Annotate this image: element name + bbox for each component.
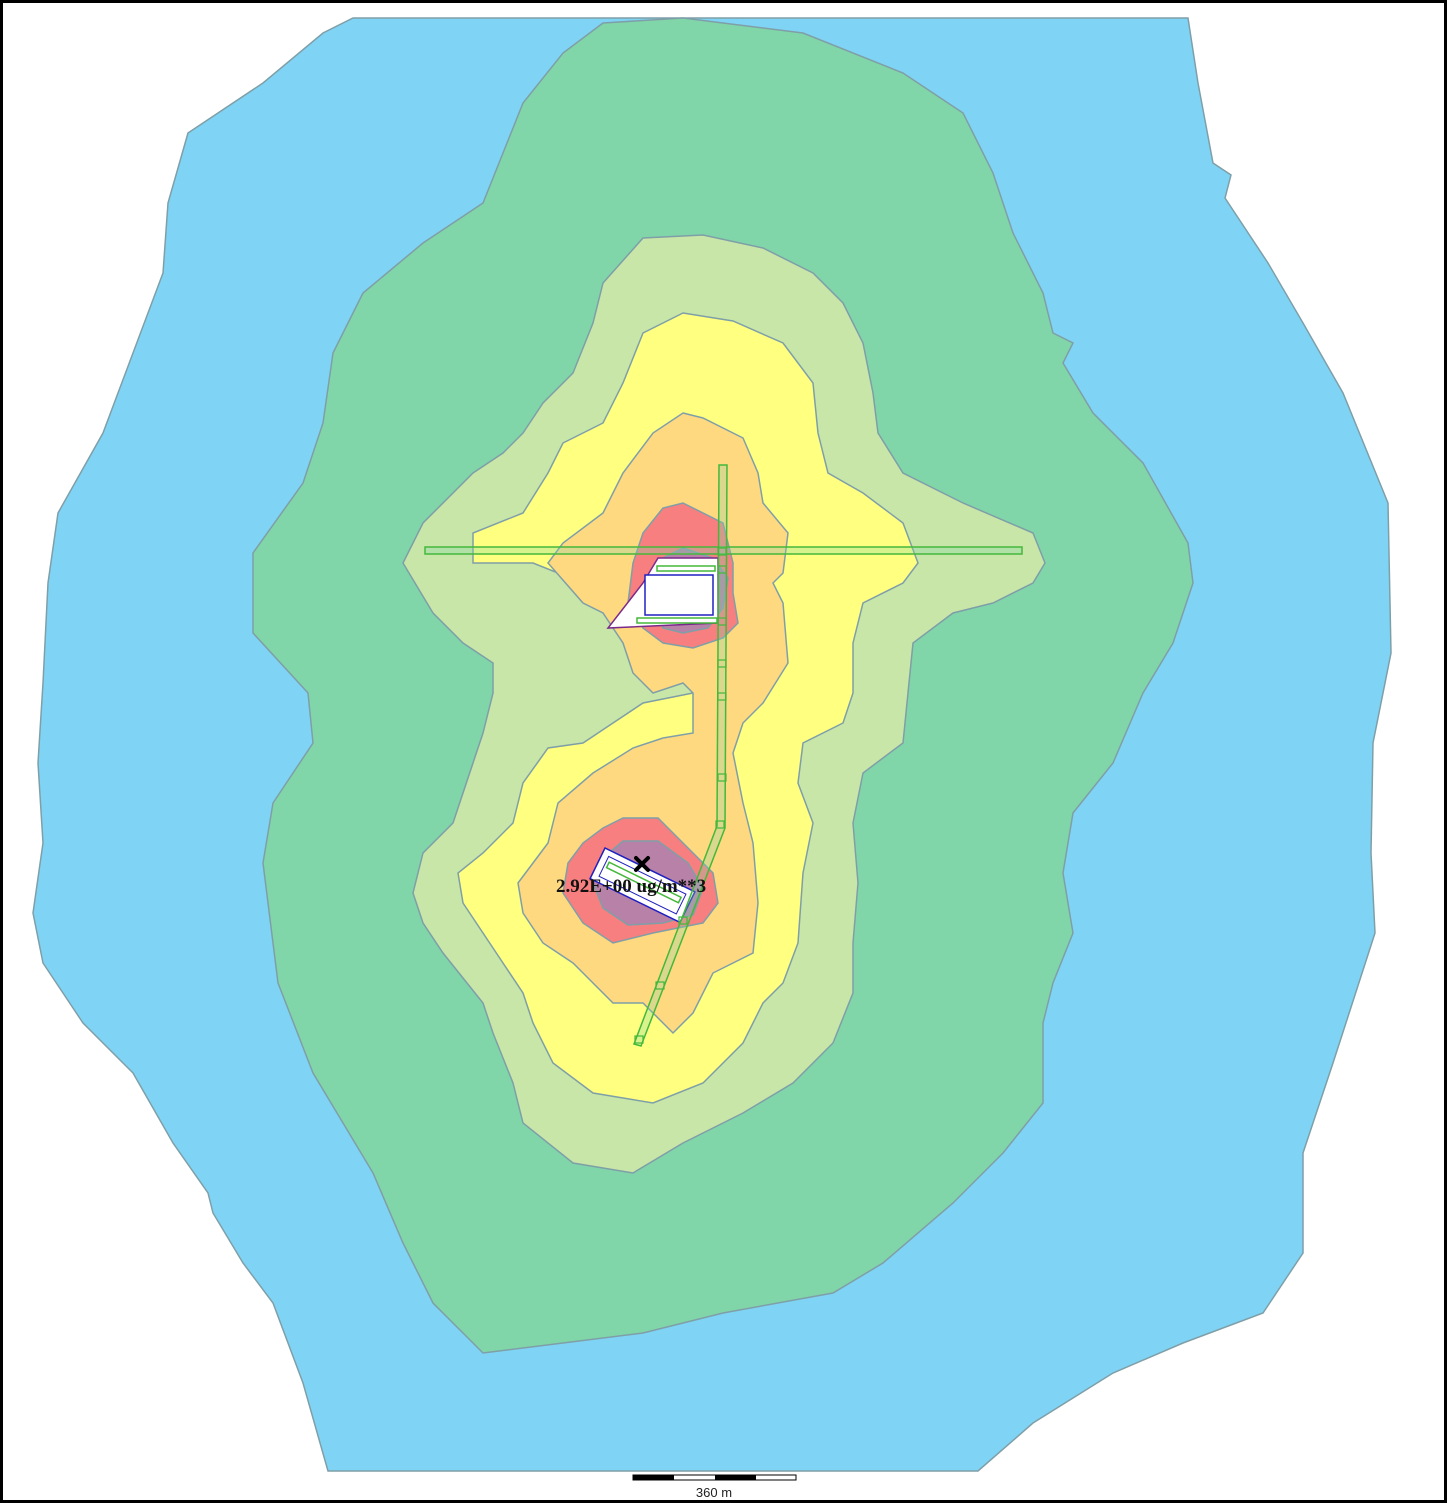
line-source-segment-markers (634, 547, 727, 1044)
north-south-line-source (633, 464, 728, 1047)
maximum-marker-icon (634, 856, 650, 872)
north-building (644, 574, 714, 616)
maximum-value-label: 2.92E+00 ug/m**3 (556, 876, 706, 897)
concentration-map: 2.92E+00 ug/m**3 360 m (32, 17, 1392, 1500)
south-area-source (605, 861, 683, 904)
scale-bar (632, 1474, 797, 1481)
north-area-source-2 (636, 617, 718, 624)
north-area-source-1 (656, 565, 716, 572)
scale-bar-label: 360 m (696, 1485, 732, 1500)
east-west-line-source (424, 546, 1023, 555)
